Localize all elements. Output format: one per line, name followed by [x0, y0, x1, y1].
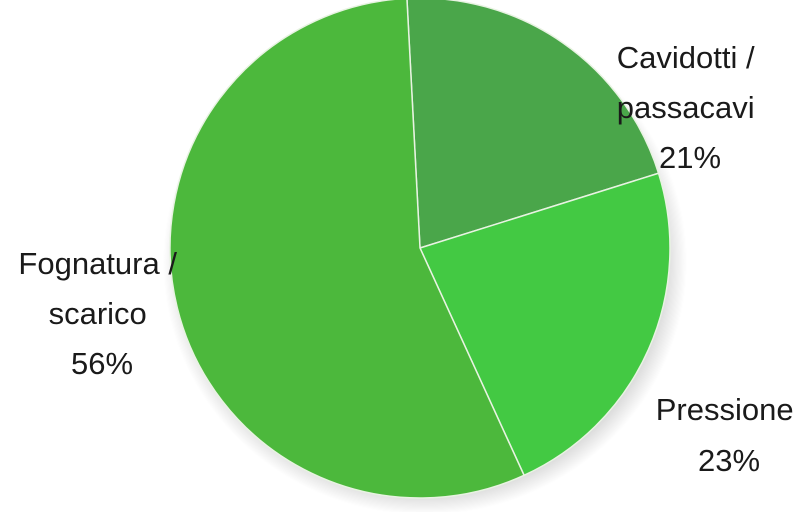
slice-label-cavidotti: Cavidotti / passacavi 21%	[617, 40, 763, 175]
slice-label-pressione: Pressione 23%	[656, 392, 802, 478]
pie-slice	[169, 0, 526, 499]
slice-label-line: passacavi	[617, 90, 755, 125]
pie-labels: Cavidotti / passacavi 21% Pressione 23% …	[18, 40, 802, 478]
slice-percent: 23%	[698, 443, 760, 478]
slice-percent: 21%	[659, 140, 721, 175]
pie-slices	[169, 0, 671, 499]
slice-label-line: Pressione	[656, 392, 794, 427]
pie-slice	[418, 172, 671, 477]
pie-slice	[406, 0, 660, 250]
slice-label-line: Cavidotti /	[617, 40, 755, 75]
slice-percent: 56%	[71, 346, 133, 381]
slice-label-fognatura: Fognatura / scarico 56%	[18, 246, 185, 381]
slice-label-line: Fognatura /	[18, 246, 177, 281]
slice-label-line: scarico	[49, 296, 147, 331]
